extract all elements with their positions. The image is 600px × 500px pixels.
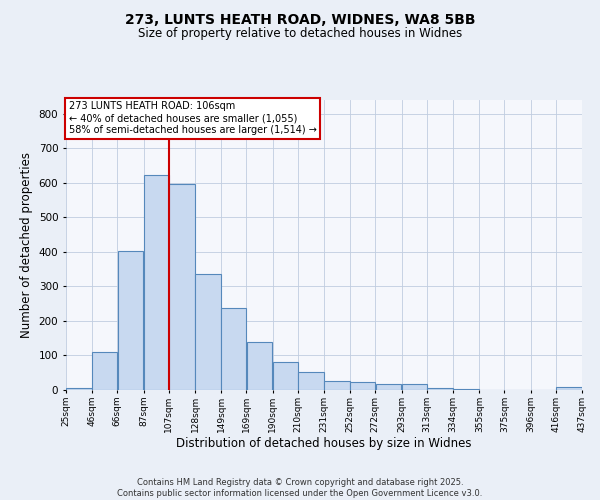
Bar [402, 384, 427, 390]
Bar [92, 352, 117, 390]
Bar [195, 274, 221, 390]
Bar [324, 382, 350, 390]
Text: Size of property relative to detached houses in Widnes: Size of property relative to detached ho… [138, 28, 462, 40]
Bar [376, 384, 401, 390]
Text: Contains HM Land Registry data © Crown copyright and database right 2025.
Contai: Contains HM Land Registry data © Crown c… [118, 478, 482, 498]
Bar [427, 388, 453, 390]
Bar [118, 251, 143, 390]
Bar [273, 362, 298, 390]
Bar [66, 388, 92, 390]
X-axis label: Distribution of detached houses by size in Widnes: Distribution of detached houses by size … [176, 438, 472, 450]
Bar [169, 184, 195, 390]
Bar [350, 382, 375, 390]
Bar [453, 389, 479, 390]
Bar [221, 308, 246, 390]
Text: 273, LUNTS HEATH ROAD, WIDNES, WA8 5BB: 273, LUNTS HEATH ROAD, WIDNES, WA8 5BB [125, 12, 475, 26]
Bar [298, 372, 324, 390]
Bar [247, 342, 272, 390]
Y-axis label: Number of detached properties: Number of detached properties [20, 152, 33, 338]
Text: 273 LUNTS HEATH ROAD: 106sqm
← 40% of detached houses are smaller (1,055)
58% of: 273 LUNTS HEATH ROAD: 106sqm ← 40% of de… [68, 102, 316, 134]
Bar [144, 176, 169, 390]
Bar [556, 386, 582, 390]
